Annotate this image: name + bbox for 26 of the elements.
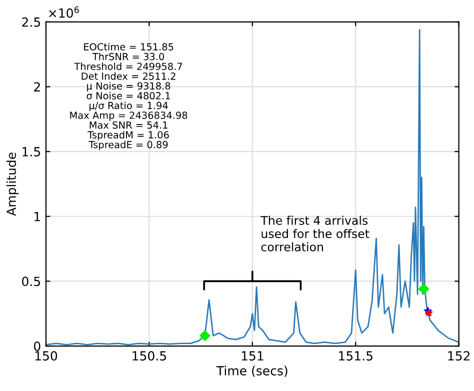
annotation: The first 4 arrivals used for the offset correlation bbox=[260, 216, 370, 252]
y-tick-label: 2 bbox=[34, 82, 40, 92]
annotation: EOCtime = 151.85 bbox=[84, 42, 174, 50]
annotation: μ Noise = 9318.8 bbox=[87, 82, 170, 92]
x-tick-label: 150.5 bbox=[132, 351, 166, 361]
y-axis-title: Amplitude bbox=[6, 152, 18, 216]
annotation: Det Index = 2511.2 bbox=[82, 72, 176, 80]
annotation: TspreadM = 1.06 bbox=[88, 130, 169, 140]
annotation: μ/σ Ratio = 1.94 bbox=[90, 102, 168, 112]
y-tick-label: 2.5 bbox=[22, 17, 40, 27]
y-tick-label: 1.5 bbox=[22, 147, 40, 156]
text: ×10$^{6}$ bbox=[49, 6, 79, 18]
x-tick-label: 152 bbox=[448, 351, 470, 361]
x-tick-label: 151 bbox=[242, 351, 264, 361]
x-axis-title: Time (secs) bbox=[216, 366, 288, 377]
annotation: σ Noise = 4802.1 bbox=[86, 92, 170, 100]
y-tick-label: 1 bbox=[34, 212, 40, 222]
annotation: ThrSNR = 33.0 bbox=[92, 52, 164, 60]
y-tick-label: 0.5 bbox=[22, 276, 40, 286]
annotation: TspreadE = 0.89 bbox=[88, 140, 168, 150]
x-tick-label: 151.5 bbox=[339, 351, 372, 361]
annotation: Max SNR = 54.1 bbox=[90, 121, 168, 129]
annotation: Max Amp = 2436834.98 bbox=[70, 112, 188, 121]
annotation: Threshold = 249958.7 bbox=[74, 62, 182, 70]
y-tick-label: 0 bbox=[34, 342, 40, 351]
x-tick-label: 150 bbox=[35, 351, 58, 361]
